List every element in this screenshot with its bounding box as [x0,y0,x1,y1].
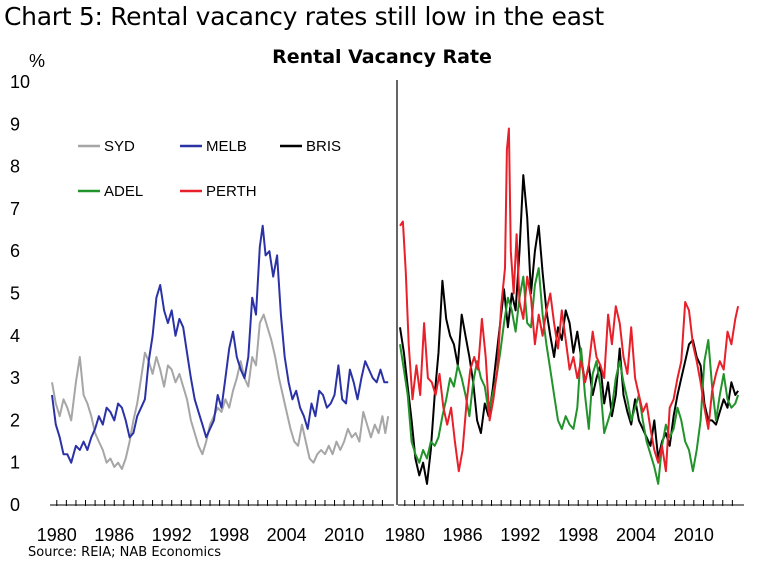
legend: SYD MELB BRIS ADEL PERTH [78,138,341,200]
chart-title: Chart 5: Rental vacancy rates still low … [4,2,604,31]
x-tick-label: 1986 [443,525,483,545]
y-tick-label: 6 [10,241,20,261]
series-line-perth [399,127,740,473]
x-tick-label: 1980 [385,525,425,545]
series-line-adel [399,267,740,485]
y-axis-ticks: 0 1 2 3 4 5 6 7 8 9 10 [10,72,30,515]
y-tick-label: 8 [10,157,20,177]
y-tick-label: 1 [10,453,20,473]
series-line-melb [51,224,389,464]
chart-subtitle: Rental Vacancy Rate [272,46,492,68]
y-tick-label: 7 [10,199,20,219]
x-tick-label: 1998 [209,525,249,545]
y-tick-label: 9 [10,114,20,134]
x-tick-label: 2010 [324,525,364,545]
legend-label-adel: ADEL [104,183,143,200]
x-tick-label: 1980 [37,525,77,545]
panel-right: 1980 1986 1992 1998 2004 2010 [385,127,744,545]
y-tick-label: 5 [10,284,20,304]
source-note: Source: REIA; NAB Economics [28,545,222,560]
x-tick-label: 1998 [558,525,598,545]
legend-label-bris: BRIS [306,138,341,155]
legend-label-perth: PERTH [206,183,257,200]
legend-label-melb: MELB [206,138,247,155]
y-axis-unit-label: % [29,51,45,71]
y-tick-label: 2 [10,410,20,430]
y-tick-label: 10 [10,72,30,92]
x-tick-label: 1986 [94,525,134,545]
y-tick-label: 0 [10,495,20,515]
series-line-syd [51,313,390,470]
x-tick-label: 1992 [500,525,540,545]
x-tick-label: 2010 [674,525,714,545]
y-tick-label: 3 [10,368,20,388]
legend-label-syd: SYD [104,138,135,155]
series-line-bris [399,174,739,485]
x-tick-label: 2004 [267,525,307,545]
x-tick-label: 1992 [152,525,192,545]
y-tick-label: 4 [10,326,20,346]
panel-left: 1980 1986 1992 1998 2004 2010 [37,224,394,545]
x-tick-label: 2004 [616,525,656,545]
